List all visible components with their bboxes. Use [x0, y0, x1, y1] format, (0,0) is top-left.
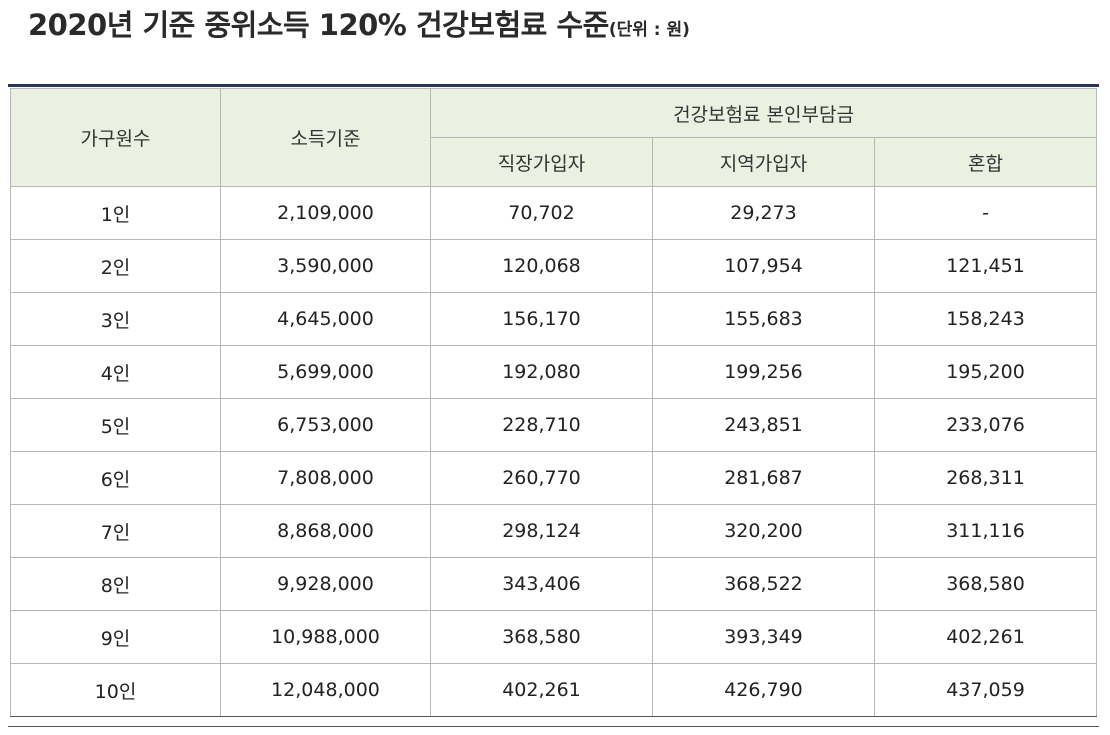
cell-income: 7,808,000	[220, 451, 431, 505]
cell-employee: 70,702	[430, 186, 653, 240]
table-row: 9인 10,988,000 368,580 393,349 402,261	[10, 610, 1098, 664]
cell-household: 5인	[10, 398, 221, 452]
cell-mixed: 158,243	[873, 292, 1098, 346]
cell-employee: 120,068	[430, 239, 653, 293]
title-unit: (단위 : 원)	[608, 20, 690, 40]
cell-mixed: 233,076	[873, 398, 1098, 452]
page-title: 2020년 기준 중위소득 120% 건강보험료 수준(단위 : 원)	[28, 2, 690, 44]
cell-household: 7인	[10, 504, 221, 558]
cell-regional: 199,256	[652, 345, 875, 399]
header-household: 가구원수	[10, 88, 221, 187]
cell-regional: 281,687	[652, 451, 875, 505]
cell-regional: 243,851	[652, 398, 875, 452]
header-row: 가구원수 소득기준 건강보험료 본인부담금	[10, 88, 1098, 187]
cell-mixed: 195,200	[873, 345, 1098, 399]
top-rule	[8, 84, 1099, 87]
table-row: 6인 7,808,000 260,770 281,687 268,311	[10, 451, 1098, 505]
cell-regional: 107,954	[652, 239, 875, 293]
cell-household: 2인	[10, 239, 221, 293]
cell-regional: 368,522	[652, 557, 875, 611]
cell-household: 8인	[10, 557, 221, 611]
cell-household: 6인	[10, 451, 221, 505]
cell-mixed: 368,580	[873, 557, 1098, 611]
cell-household: 10인	[10, 663, 221, 717]
cell-regional: 155,683	[652, 292, 875, 346]
table-row: 1인 2,109,000 70,702 29,273-	[10, 186, 1098, 240]
cell-income: 9,928,000	[220, 557, 431, 611]
title-main: 2020년 기준 중위소득 120% 건강보험료 수준	[28, 8, 609, 42]
cell-regional: 320,200	[652, 504, 875, 558]
table-row: 5인 6,753,000 228,710 243,851 233,076	[10, 398, 1098, 452]
header-employee: 직장가입자	[430, 137, 653, 187]
header-premium-group: 건강보험료 본인부담금	[429, 88, 1098, 138]
table-row: 3인 4,645,000 156,170 155,683 158,243	[10, 292, 1098, 346]
table-row: 7인 8,868,000 298,124 320,200 311,116	[10, 504, 1098, 558]
cell-mixed: 121,451	[873, 239, 1098, 293]
subheader-row: 직장가입자 지역가입자 혼합	[11, 137, 1098, 187]
cell-employee: 260,770	[430, 451, 653, 505]
cell-employee: 192,080	[430, 345, 653, 399]
cell-employee: 368,580	[430, 610, 653, 664]
cell-regional: 426,790	[652, 663, 875, 717]
header-income: 소득기준	[220, 88, 431, 187]
cell-mixed: 268,311	[873, 451, 1098, 505]
cell-mixed: 437,059	[873, 663, 1098, 717]
cell-income: 2,109,000	[220, 186, 431, 240]
header-regional: 지역가입자	[652, 137, 875, 187]
cell-regional: 29,273	[652, 186, 875, 240]
bottom-rule	[8, 726, 1099, 727]
cell-employee: 228,710	[430, 398, 653, 452]
table-row: 4인 5,699,000 192,080 199,256 195,200	[10, 345, 1098, 399]
cell-household: 3인	[10, 292, 221, 346]
cell-mixed: 402,261	[873, 610, 1098, 664]
header-mixed: 혼합	[873, 137, 1098, 187]
cell-household: 9인	[10, 610, 221, 664]
cell-household: 1인	[10, 186, 221, 240]
cell-income: 3,590,000	[220, 239, 431, 293]
cell-mixed: -	[873, 186, 1098, 240]
cell-employee: 402,261	[430, 663, 653, 717]
cell-employee: 343,406	[430, 557, 653, 611]
table-row: 10인 12,048,000 402,261 426,790 437,059	[10, 663, 1098, 717]
cell-household: 4인	[10, 345, 221, 399]
cell-employee: 156,170	[430, 292, 653, 346]
cell-income: 4,645,000	[220, 292, 431, 346]
cell-mixed: 311,116	[873, 504, 1098, 558]
cell-employee: 298,124	[430, 504, 653, 558]
cell-income: 5,699,000	[220, 345, 431, 399]
cell-regional: 393,349	[652, 610, 875, 664]
table-row: 8인 9,928,000 343,406 368,522 368,580	[10, 557, 1098, 611]
cell-income: 6,753,000	[220, 398, 431, 452]
cell-income: 8,868,000	[220, 504, 431, 558]
cell-income: 10,988,000	[220, 610, 431, 664]
table-row: 2인 3,590,000 120,068 107,954 121,451	[10, 239, 1098, 293]
cell-income: 12,048,000	[220, 663, 431, 717]
premium-table: 가구원수 소득기준 건강보험료 본인부담금 직장가입자 지역가입자 혼합 1인 2…	[10, 88, 1098, 717]
